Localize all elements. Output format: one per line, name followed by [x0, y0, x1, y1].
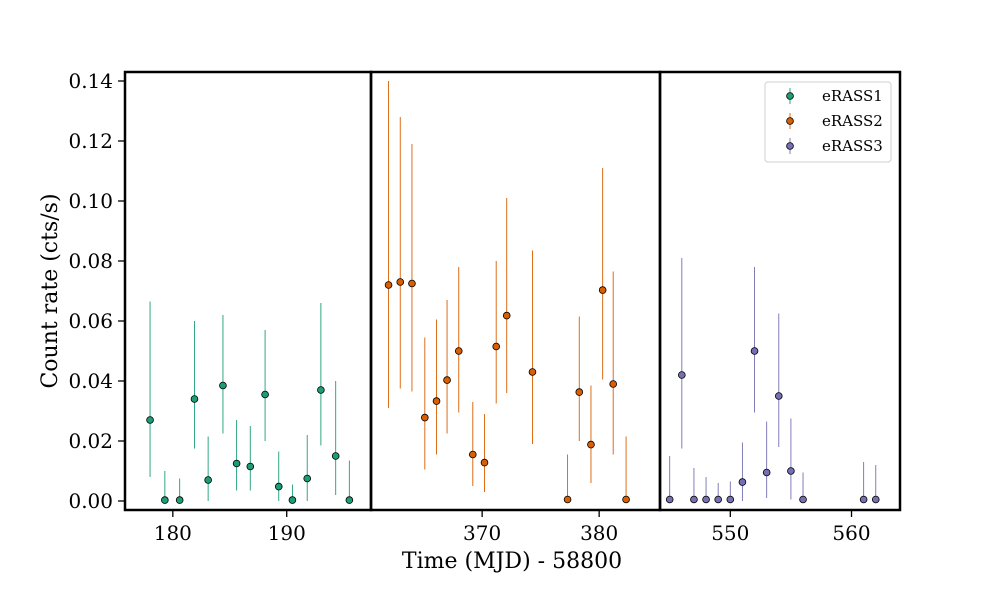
data-point — [575, 388, 584, 396]
data-point — [690, 495, 698, 504]
legend-label: eRASS1 — [822, 87, 883, 105]
data-point — [738, 478, 747, 486]
data-point — [762, 468, 771, 477]
data-point — [609, 380, 617, 388]
data-point — [161, 496, 169, 504]
data-point — [303, 474, 312, 483]
x-tick-label: 560 — [832, 521, 870, 545]
data-point — [146, 416, 154, 424]
data-point — [232, 459, 241, 468]
y-tick-label: 0.04 — [68, 369, 113, 393]
data-point — [190, 395, 199, 403]
y-tick-label: 0.10 — [68, 189, 113, 213]
data-point — [468, 450, 477, 459]
data-point — [726, 495, 735, 504]
legend-label: eRASS3 — [822, 137, 883, 155]
data-point — [443, 376, 451, 384]
y-tick-label: 0.06 — [68, 309, 113, 333]
legend-box — [764, 81, 892, 163]
data-point — [563, 495, 572, 504]
data-point — [331, 452, 340, 460]
data-point — [432, 397, 441, 405]
legend-marker — [786, 117, 794, 125]
data-point — [502, 311, 511, 320]
data-point — [714, 495, 722, 504]
data-point — [750, 347, 759, 355]
legend-marker — [786, 142, 794, 150]
data-point — [799, 495, 807, 504]
data-point — [787, 467, 795, 475]
y-tick-label: 0.12 — [68, 129, 113, 153]
data-point — [871, 495, 880, 504]
x-tick-label: 370 — [463, 521, 501, 545]
data-point — [408, 279, 416, 288]
y-axis-title: Count rate (cts/s) — [38, 193, 63, 388]
data-point — [587, 440, 595, 449]
data-point — [317, 386, 325, 394]
legend: eRASS1 eRASS2 eRASS3 — [764, 81, 892, 163]
x-tick-label: 550 — [711, 521, 749, 545]
legend-marker — [786, 92, 794, 100]
data-point — [774, 392, 783, 400]
data-point — [219, 381, 227, 390]
data-point — [246, 462, 255, 471]
data-point — [175, 496, 184, 504]
x-tick-label: 180 — [154, 521, 192, 545]
y-tick-label: 0.08 — [68, 249, 113, 273]
data-point — [622, 495, 630, 504]
data-point — [528, 368, 537, 376]
data-point — [421, 413, 429, 422]
y-tick-label: 0.00 — [68, 489, 113, 513]
data-point — [702, 495, 710, 504]
plot-layer — [146, 81, 880, 504]
data-point — [384, 281, 393, 289]
panel-frame — [369, 70, 662, 512]
data-point — [859, 495, 868, 504]
panel-frame — [658, 70, 902, 512]
legend-label: eRASS2 — [822, 112, 883, 130]
axes-layer: 0.00 0.02 0.04 0.06 0.08 0.10 0.12 0.14 180 190 37… — [68, 69, 902, 545]
data-point — [598, 286, 607, 294]
data-point — [480, 458, 489, 467]
data-point — [454, 347, 463, 355]
data-point — [261, 390, 269, 399]
data-point — [678, 371, 686, 379]
data-point — [345, 496, 354, 504]
data-point — [492, 342, 500, 351]
data-point — [665, 495, 674, 504]
x-tick-label: 190 — [268, 521, 306, 545]
y-tick-label: 0.14 — [68, 69, 113, 93]
data-point — [204, 476, 212, 484]
data-point — [274, 482, 283, 491]
y-tick-label: 0.02 — [68, 429, 113, 453]
panel-frame — [123, 70, 373, 512]
data-point — [396, 278, 405, 286]
x-axis-title: Time (MJD) - 58800 — [402, 549, 622, 574]
x-tick-label: 380 — [580, 521, 618, 545]
data-point — [288, 496, 297, 504]
